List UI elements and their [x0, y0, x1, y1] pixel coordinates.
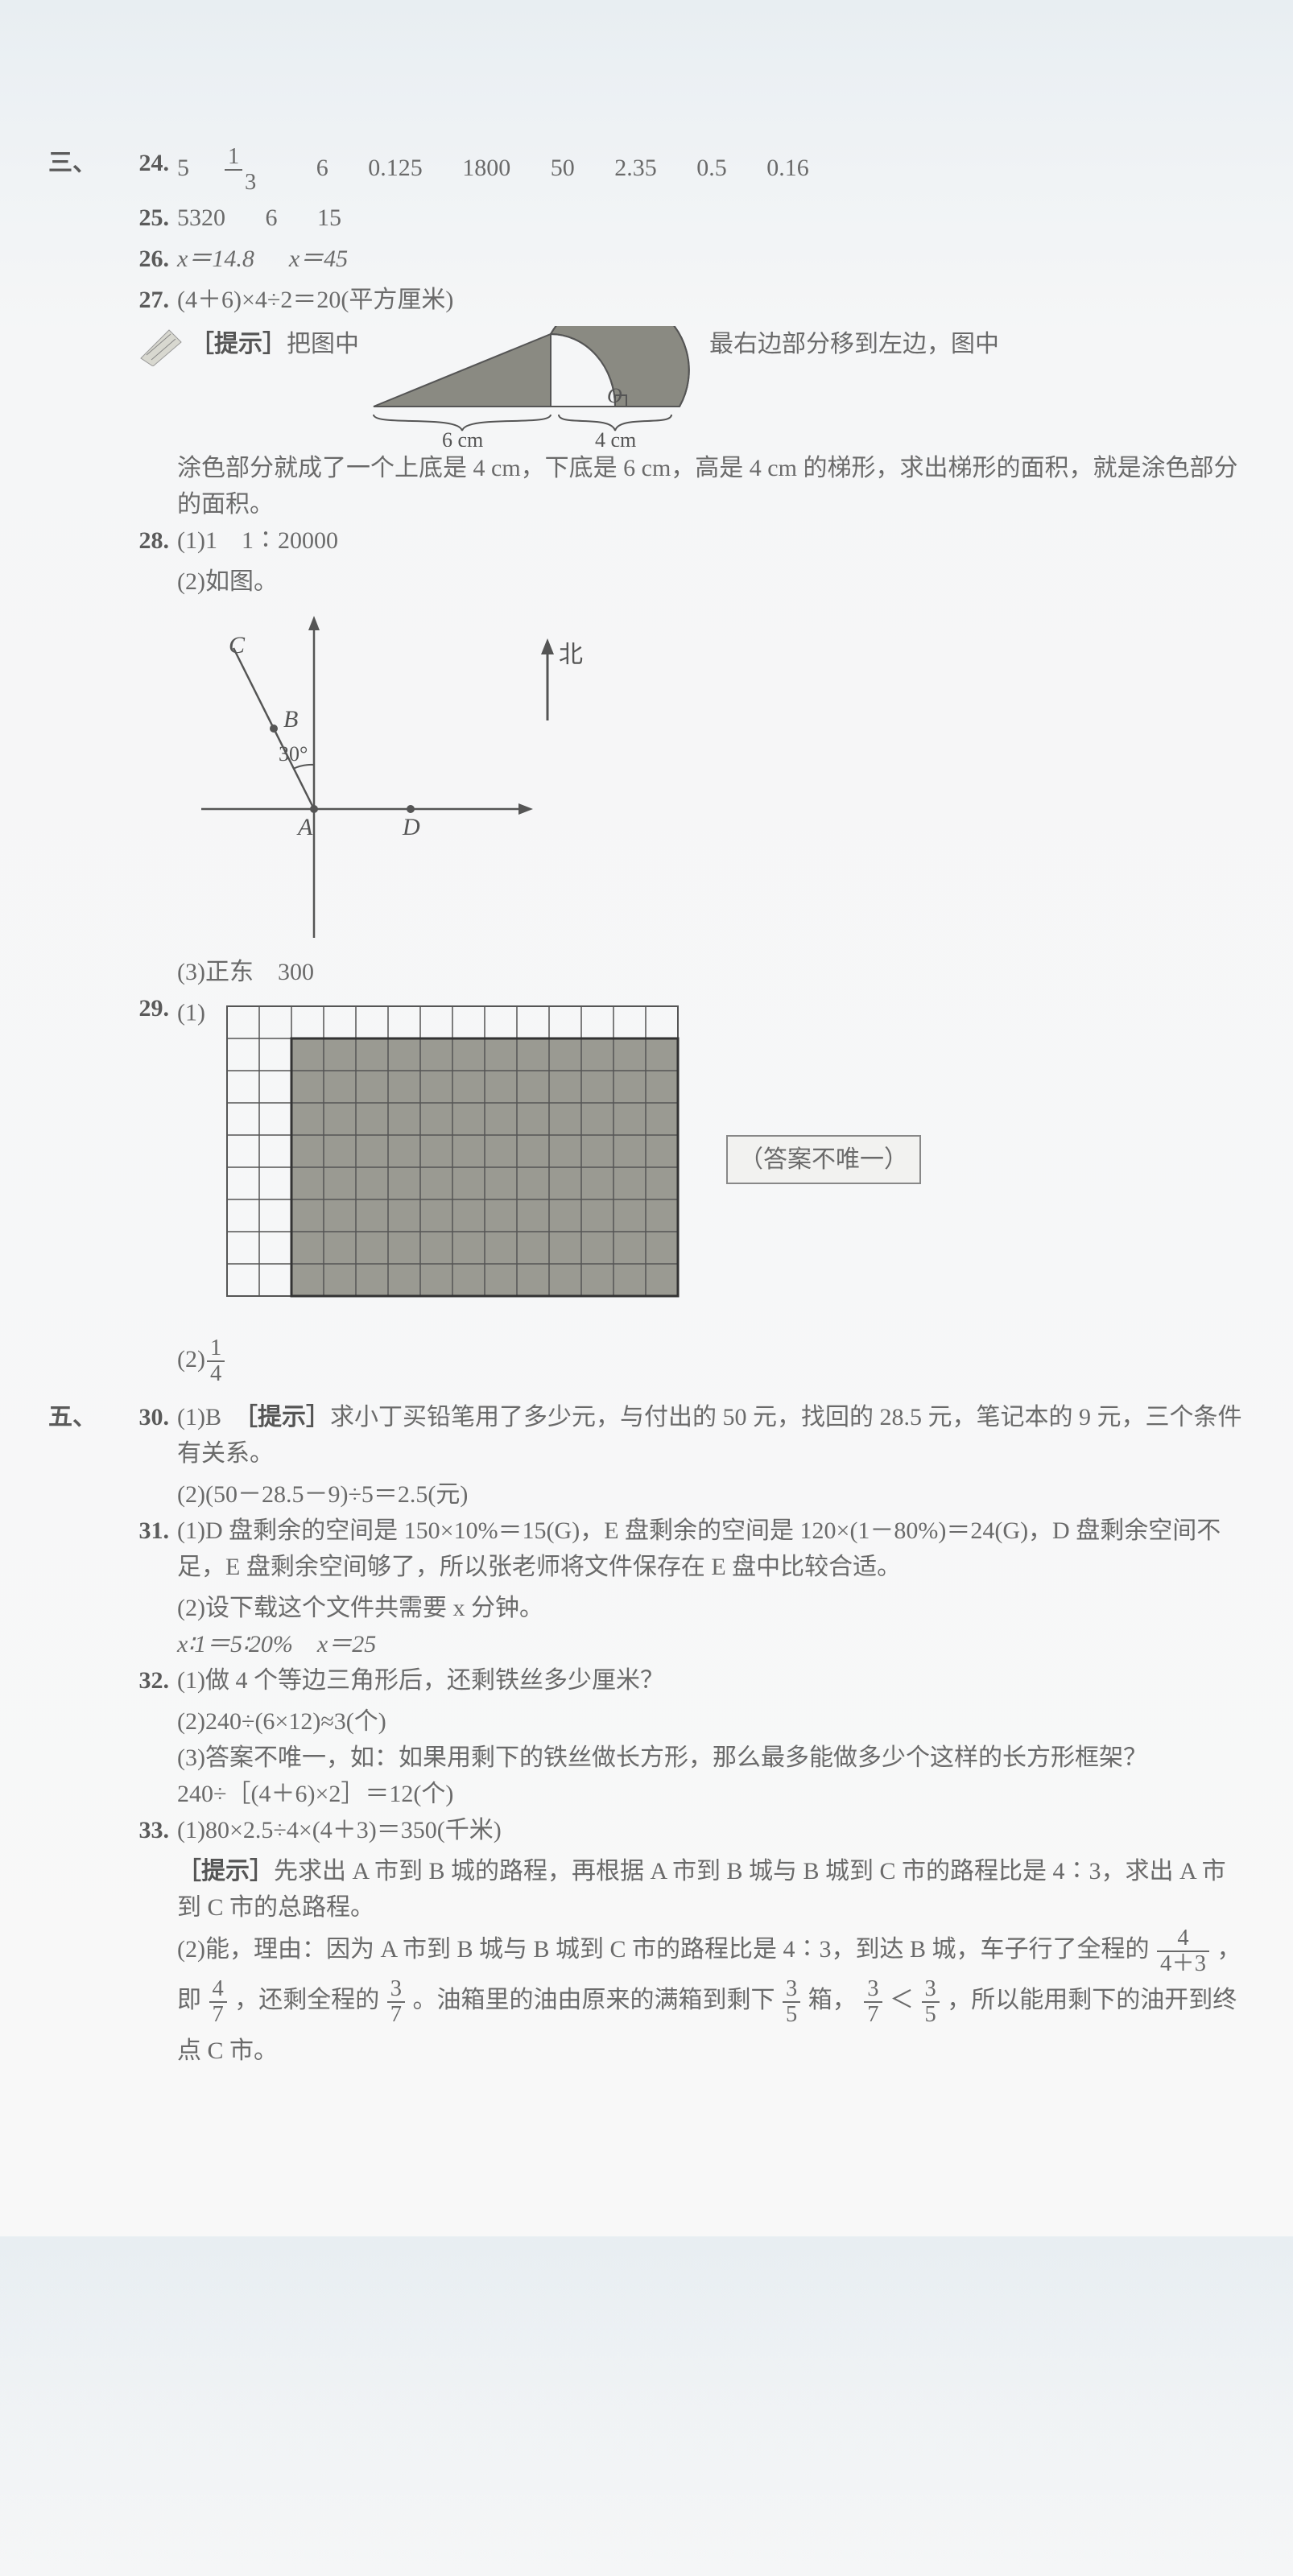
- q32-p3b: 240÷［(4＋6)×2］＝12(个): [177, 1776, 1245, 1812]
- q24-v3: 1800: [462, 155, 510, 181]
- q28-p3: (3)正东 300: [177, 954, 1245, 990]
- q30-p2: (2)(50－28.5－9)÷5＝2.5(元): [177, 1476, 1245, 1513]
- q33-f2: 47: [209, 1977, 227, 2027]
- q27-hint-label: ［提示］: [190, 331, 287, 357]
- page: 三、 24. 513 6 0.125 1800 50 2.35 0.5 0.16…: [0, 0, 1293, 2236]
- q31-p2a-real: (2)设下载这个文件共需要 x 分钟。: [177, 1590, 1245, 1626]
- q32-row: 32. (1)做 4 个等边三角形后，还剩铁丝多少厘米？: [48, 1662, 1245, 1699]
- q32-num: 32.: [113, 1662, 177, 1699]
- q24-num: 24.: [113, 145, 177, 181]
- q25-num: 25.: [113, 200, 177, 236]
- q33-hint: ［提示］先求出 A 市到 B 城的路程，再根据 A 市到 B 城与 B 城到 C…: [177, 1853, 1245, 1926]
- q24-v2: 0.125: [368, 155, 423, 181]
- q24-row: 三、 24. 513 6 0.125 1800 50 2.35 0.5 0.16: [48, 145, 1245, 195]
- q25-v2: 15: [317, 204, 341, 231]
- q24-body: 513 6 0.125 1800 50 2.35 0.5 0.16: [177, 145, 1245, 195]
- q33-hint-text: 先求出 A 市到 B 城的路程，再根据 A 市到 B 城与 B 城到 C 市的路…: [177, 1858, 1226, 1921]
- q29-grid: [211, 990, 710, 1328]
- q31-row: 31. (1)D 盘剩余的空间是 150×10%＝15(G)，E 盘剩余的空间是…: [48, 1513, 1245, 1585]
- q27-hint-row: ［提示］把图中 O: [137, 326, 1245, 447]
- q28-figure: 北 A D B C 30°: [177, 600, 1245, 954]
- section-three-label: 三、: [48, 145, 113, 181]
- q31-num: 31.: [113, 1513, 177, 1549]
- svg-text:A: A: [296, 814, 313, 840]
- q31-p1: (1)D 盘剩余的空间是 150×10%＝15(G)，E 盘剩余的空间是 120…: [177, 1513, 1245, 1585]
- q33-f1: 44＋3: [1157, 1926, 1209, 1976]
- q24-v0: 513: [177, 155, 276, 181]
- q28-p1: (1)1 1∶20000: [177, 522, 1245, 559]
- q30-body: (1)B ［提示］求小丁买铅笔用了多少元，与付出的 50 元，找回的 28.5 …: [177, 1399, 1245, 1472]
- q33-f4: 35: [783, 1977, 800, 2027]
- q30-hint-label: ［提示］: [246, 1404, 330, 1430]
- q29-body: (1): [177, 990, 1245, 1328]
- q33-row: 33. (1)80×2.5÷4×(4＋3)＝350(千米): [48, 1812, 1245, 1848]
- q27-left-brace: 6 cm: [442, 428, 483, 447]
- q24-v6: 0.5: [696, 155, 727, 181]
- q27-line1: (4＋6)×4÷2＝20(平方厘米): [177, 282, 1245, 318]
- q25-body: 5320 6 15: [177, 200, 1245, 236]
- q24-v1: 6: [316, 155, 328, 181]
- section-five-label: 五、: [48, 1399, 113, 1435]
- q33-p1: (1)80×2.5÷4×(4＋3)＝350(千米): [177, 1812, 1245, 1848]
- q29-num: 29.: [113, 990, 177, 1026]
- svg-text:D: D: [402, 814, 420, 840]
- q31-p2b: x∶1＝5∶20% x＝25: [177, 1626, 1245, 1662]
- q29-p1: (1): [177, 999, 205, 1026]
- q32-p1: (1)做 4 个等边三角形后，还剩铁丝多少厘米？: [177, 1662, 1245, 1699]
- q33-hint-label: ［提示］: [177, 1858, 274, 1885]
- q25-row: 25. 5320 6 15: [48, 200, 1245, 236]
- q33-p2: (2)能，理由：因为 A 市到 B 城与 B 城到 C 市的路程比是 4∶3，到…: [177, 1926, 1245, 2075]
- q27-num: 27.: [113, 282, 177, 318]
- q29-note: （答案不唯一）: [726, 1135, 921, 1184]
- q24-v7: 0.16: [766, 155, 809, 181]
- q30-row: 五、 30. (1)B ［提示］求小丁买铅笔用了多少元，与付出的 50 元，找回…: [48, 1399, 1245, 1472]
- q27-figure: O 6 cm 4 cm: [366, 326, 704, 447]
- q27-hint-text: ［提示］把图中 O: [190, 326, 1245, 447]
- q25-v1: 6: [266, 204, 278, 231]
- q24-frac: 13: [225, 145, 276, 195]
- q27-hint-pre: 把图中: [287, 331, 359, 357]
- q26-row: 26. x＝14.8 x＝45: [48, 241, 1245, 277]
- q29-p2: (2)14: [177, 1336, 1245, 1386]
- q26-eq1: x＝14.8: [177, 246, 254, 272]
- q30-num: 30.: [113, 1399, 177, 1435]
- q27-row: 27. (4＋6)×4÷2＝20(平方厘米): [48, 282, 1245, 318]
- svg-text:30°: 30°: [279, 742, 308, 766]
- q27-after1: 涂色部分就成了一个上底是 4 cm，下底是 6 cm，高是 4 cm 的梯形，求…: [177, 450, 1245, 522]
- q28-p2: (2)如图。: [177, 564, 1245, 600]
- q25-v0: 5320: [177, 204, 225, 231]
- q28-num: 28.: [113, 522, 177, 559]
- q24-v5: 2.35: [614, 155, 657, 181]
- q30-p1a: (1)B: [177, 1404, 246, 1430]
- q33-f6: 35: [922, 1977, 940, 2027]
- q29-row: 29. (1): [48, 990, 1245, 1328]
- hint-icon: [137, 326, 185, 366]
- svg-text:北: 北: [559, 642, 583, 668]
- q33-f3: 37: [387, 1977, 405, 2027]
- q27-hint-post: 最右边部分移到左边，图中: [709, 331, 999, 357]
- q33-f5: 37: [864, 1977, 882, 2027]
- q26-eq2: x＝45: [289, 246, 348, 272]
- q26-num: 26.: [113, 241, 177, 277]
- q28-row: 28. (1)1 1∶20000: [48, 522, 1245, 559]
- q33-num: 33.: [113, 1812, 177, 1848]
- q24-v4: 50: [551, 155, 575, 181]
- q32-p2: (2)240÷(6×12)≈3(个): [177, 1703, 1245, 1740]
- svg-text:B: B: [283, 706, 298, 733]
- svg-text:C: C: [229, 632, 246, 658]
- q30-p1b: 求小丁买铅笔用了多少元，与付出的 50 元，找回的 28.5 元，笔记本的 9 …: [177, 1404, 1242, 1467]
- q29-frac: 14: [207, 1336, 225, 1386]
- q27-right-brace: 4 cm: [595, 428, 636, 447]
- q32-p3: (3)答案不唯一，如：如果用剩下的铁丝做长方形，那么最多能做多少个这样的长方形框…: [177, 1740, 1245, 1776]
- q26-body: x＝14.8 x＝45: [177, 241, 1245, 277]
